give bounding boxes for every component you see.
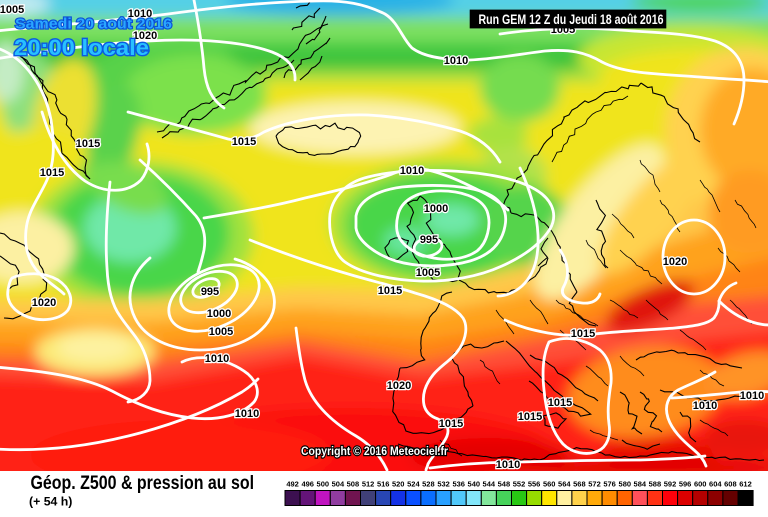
svg-text:584: 584 <box>634 480 647 489</box>
svg-text:612: 612 <box>739 480 752 489</box>
svg-text:556: 556 <box>528 480 541 489</box>
svg-text:1020: 1020 <box>387 380 411 392</box>
svg-text:20:00 locale: 20:00 locale <box>14 35 149 60</box>
svg-text:Samedi 20 août 2016: Samedi 20 août 2016 <box>15 17 172 33</box>
svg-text:1010: 1010 <box>128 8 152 20</box>
svg-text:580: 580 <box>619 480 632 489</box>
svg-text:(+ 54 h): (+ 54 h) <box>29 495 72 509</box>
svg-text:536: 536 <box>452 480 465 489</box>
svg-text:496: 496 <box>301 480 314 489</box>
svg-text:1005: 1005 <box>0 4 24 16</box>
svg-text:1015: 1015 <box>571 328 595 340</box>
svg-text:1015: 1015 <box>232 136 256 148</box>
svg-text:1010: 1010 <box>496 459 520 471</box>
svg-text:1010: 1010 <box>444 55 468 67</box>
svg-text:564: 564 <box>558 480 571 489</box>
svg-text:608: 608 <box>724 480 737 489</box>
svg-text:Run GEM 12 Z du Jeudi 18 août: Run GEM 12 Z du Jeudi 18 août 2016 <box>479 11 664 27</box>
svg-text:540: 540 <box>468 480 481 489</box>
svg-text:1020: 1020 <box>133 30 157 42</box>
svg-text:1010: 1010 <box>400 165 424 177</box>
svg-text:596: 596 <box>679 480 692 489</box>
svg-text:516: 516 <box>377 480 390 489</box>
svg-text:Copyright © 2016 Meteociel.fr: Copyright © 2016 Meteociel.fr <box>301 444 448 458</box>
svg-text:492: 492 <box>286 480 299 489</box>
svg-text:1020: 1020 <box>663 256 687 268</box>
svg-text:576: 576 <box>603 480 616 489</box>
svg-text:500: 500 <box>317 480 330 489</box>
svg-text:Géop. Z500 & pression au sol: Géop. Z500 & pression au sol <box>31 473 255 494</box>
svg-text:604: 604 <box>709 480 722 489</box>
svg-text:1010: 1010 <box>235 408 259 420</box>
svg-text:524: 524 <box>407 480 420 489</box>
svg-text:528: 528 <box>422 480 435 489</box>
svg-text:1015: 1015 <box>378 285 402 297</box>
svg-text:1015: 1015 <box>518 411 542 423</box>
svg-text:1015: 1015 <box>40 167 64 179</box>
svg-text:600: 600 <box>694 480 707 489</box>
svg-text:532: 532 <box>437 480 450 489</box>
svg-text:1020: 1020 <box>32 297 56 309</box>
svg-text:995: 995 <box>420 234 438 246</box>
svg-text:560: 560 <box>543 480 556 489</box>
svg-text:508: 508 <box>347 480 360 489</box>
svg-text:995: 995 <box>201 286 219 298</box>
svg-text:1015: 1015 <box>76 138 100 150</box>
svg-text:544: 544 <box>483 480 496 489</box>
svg-text:592: 592 <box>664 480 677 489</box>
svg-text:1005: 1005 <box>209 326 233 338</box>
svg-text:504: 504 <box>332 480 345 489</box>
svg-text:1010: 1010 <box>205 353 229 365</box>
svg-text:512: 512 <box>362 480 375 489</box>
svg-text:548: 548 <box>498 480 511 489</box>
svg-text:552: 552 <box>513 480 526 489</box>
svg-text:1000: 1000 <box>207 308 231 320</box>
svg-text:1000: 1000 <box>424 203 448 215</box>
svg-text:520: 520 <box>392 480 405 489</box>
svg-text:1015: 1015 <box>548 397 572 409</box>
svg-text:588: 588 <box>649 480 662 489</box>
svg-text:1015: 1015 <box>439 418 463 430</box>
svg-text:1010: 1010 <box>693 400 717 412</box>
svg-text:568: 568 <box>573 480 586 489</box>
svg-text:1010: 1010 <box>740 390 764 402</box>
svg-text:1005: 1005 <box>416 267 440 279</box>
svg-text:572: 572 <box>588 480 601 489</box>
